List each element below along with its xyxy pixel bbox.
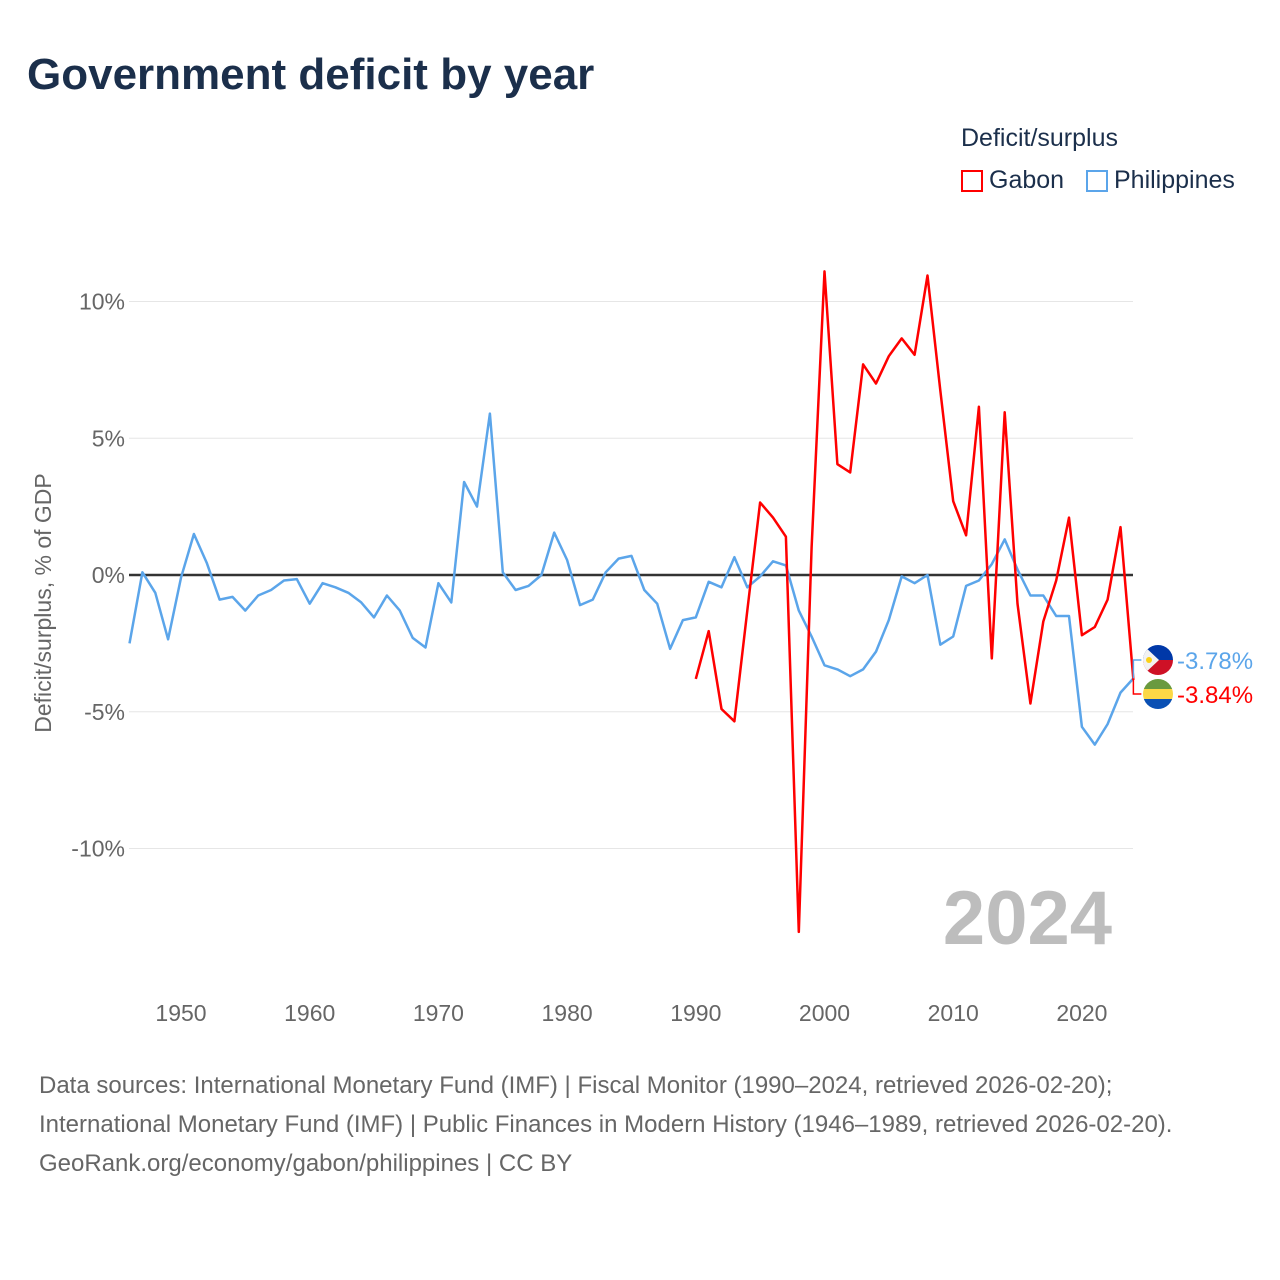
x-tick-label: 1990: [670, 1000, 721, 1026]
flag-part: [1143, 689, 1173, 699]
end-value-label-philippines: -3.78%: [1177, 648, 1253, 675]
y-tick-label: 10%: [79, 289, 125, 315]
source-data: Data sources: International Monetary Fun…: [39, 1072, 1173, 1138]
year-watermark: 2024: [943, 876, 1112, 961]
y-tick-label: -10%: [71, 836, 125, 862]
x-tick-label: 1980: [542, 1000, 593, 1026]
label-connector: [1132, 680, 1142, 695]
flag-part: [1143, 699, 1173, 709]
x-tick-label: 2020: [1056, 1000, 1107, 1026]
y-tick-label: 0%: [92, 562, 125, 588]
legend-swatch-gabon: [961, 169, 983, 192]
legend-swatch-philippines: [1086, 169, 1108, 192]
x-tick-label: 1970: [413, 1000, 464, 1026]
x-tick-label: 2010: [928, 1000, 979, 1026]
flag-part: [1146, 657, 1152, 663]
legend-item-gabon[interactable]: Gabon: [961, 166, 1064, 195]
legend-label: Philippines: [1114, 166, 1235, 194]
legend-item-philippines[interactable]: Philippines: [1086, 166, 1235, 195]
page-title: Government deficit by year: [27, 50, 595, 99]
series-line-philippines: [128, 412, 1135, 746]
y-tick-label: 5%: [92, 425, 125, 451]
legend-label: Gabon: [989, 166, 1065, 194]
label-connector: [1132, 659, 1142, 679]
legend-title: Deficit/surplus: [961, 124, 1118, 152]
y-tick-label: -5%: [84, 699, 125, 725]
x-tick-label: 1960: [284, 1000, 335, 1026]
x-tick-label: 1950: [155, 1000, 206, 1026]
source-note: Data sources: International Monetary Fun…: [39, 1066, 1239, 1183]
y-axis-label: Deficit/surplus, % of GDP: [30, 473, 56, 732]
x-tick-label: 2000: [799, 1000, 850, 1026]
end-value-label-gabon: -3.84%: [1177, 682, 1253, 709]
series-line-gabon: [694, 270, 1135, 934]
gabon-flag-icon: [1143, 679, 1173, 689]
source-link[interactable]: GeoRank.org/economy/gabon/philippines | …: [39, 1150, 573, 1177]
